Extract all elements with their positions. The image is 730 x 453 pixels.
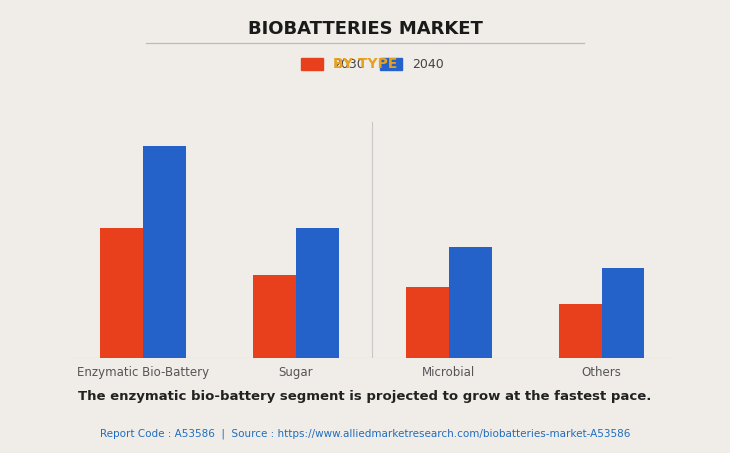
Text: BY TYPE: BY TYPE [333,57,397,71]
Bar [602,268,645,358]
Bar [296,228,339,358]
Bar [100,228,143,358]
Bar [449,247,491,358]
Text: Report Code : A53586  |  Source : https://www.alliedmarketresearch.com/biobatter: Report Code : A53586 | Source : https://… [100,428,630,439]
Text: BIOBATTERIES MARKET: BIOBATTERIES MARKET [247,20,483,39]
Bar [406,287,449,358]
Legend: 2030, 2040: 2030, 2040 [301,58,444,71]
Bar [143,146,186,358]
Bar [558,304,602,358]
Text: The enzymatic bio-battery segment is projected to grow at the fastest pace.: The enzymatic bio-battery segment is pro… [78,390,652,403]
Bar [253,275,296,358]
